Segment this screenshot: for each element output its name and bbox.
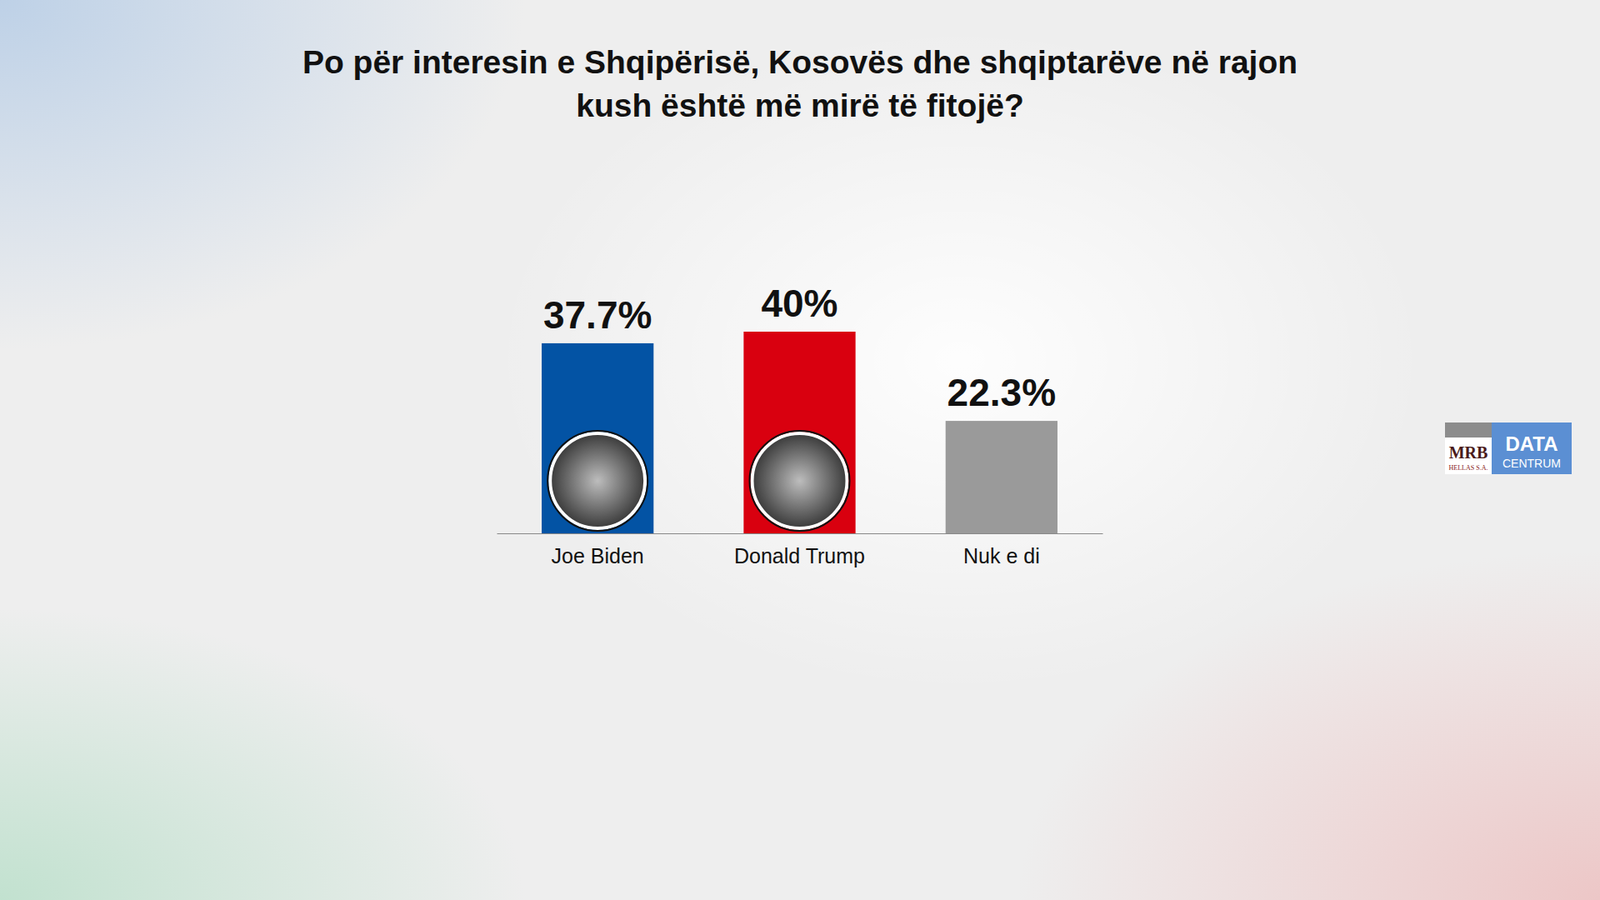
logo-text: MRB	[1449, 443, 1489, 462]
logo-text: HELLAS S.A.	[1449, 464, 1489, 472]
tick-label: Joe Biden	[551, 544, 645, 568]
data-label: 22.3%	[947, 370, 1056, 415]
bar	[541, 343, 654, 534]
logo-box	[1491, 422, 1572, 475]
tick: Joe Biden	[551, 533, 645, 568]
x-axis: Joe Biden Donald Trump Nuk e di	[497, 533, 1104, 568]
title-line: Po për interesin e Shqipërisë, Kosovës d…	[302, 44, 1298, 80]
bar	[743, 331, 855, 534]
data-label: 40%	[760, 281, 838, 325]
data-label: 37.7%	[543, 293, 652, 337]
avatar	[752, 433, 848, 529]
avatar-ring	[750, 430, 850, 531]
avatars	[547, 430, 850, 531]
tick-label: Donald Trump	[734, 544, 865, 568]
bars	[541, 331, 1058, 534]
avatar	[550, 433, 645, 529]
data-labels: 37.7% 40% 22.3%	[543, 281, 1056, 415]
tick: Donald Trump	[734, 533, 865, 568]
logo-box	[1445, 422, 1492, 475]
source-logo: MRB HELLAS S.A. DATACENTRUM	[1445, 422, 1572, 475]
bar	[945, 420, 1058, 534]
tick-label: Nuk e di	[963, 544, 1040, 568]
chart: Po për interesin e Shqipërisë, Kosovës d…	[0, 0, 1600, 900]
title: Po për interesin e Shqipërisë, Kosovës d…	[302, 44, 1298, 124]
logo-text: DATA	[1505, 432, 1558, 455]
title-line: kush është më mirë të fitojë?	[575, 87, 1025, 124]
logo-strip	[1445, 422, 1492, 438]
avatar-ring	[547, 430, 648, 531]
logo-text: CENTRUM	[1502, 456, 1561, 470]
tick: Nuk e di	[963, 533, 1040, 568]
axis-line	[497, 533, 1104, 535]
